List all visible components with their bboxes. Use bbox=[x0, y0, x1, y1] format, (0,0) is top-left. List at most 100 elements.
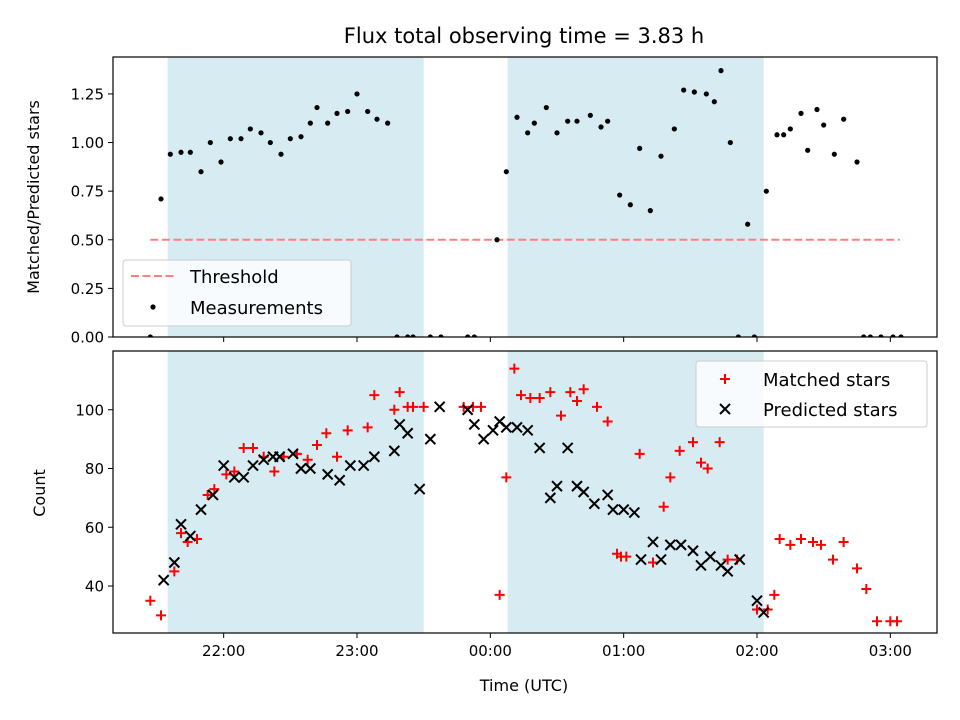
measurement-point bbox=[627, 202, 633, 208]
predicted-star-point bbox=[368, 451, 381, 463]
top-shaded-span bbox=[507, 57, 764, 337]
matched-star-point bbox=[688, 437, 698, 448]
predicted-star-point bbox=[401, 427, 414, 439]
predicted-star-point bbox=[195, 503, 207, 516]
measurement-point bbox=[598, 124, 604, 130]
bottom-y-tick-label: 40 bbox=[85, 578, 104, 596]
measurement-point bbox=[227, 136, 233, 142]
predicted-star-point bbox=[733, 553, 746, 566]
predicted-star-point bbox=[273, 451, 286, 463]
top-y-tick-label: 0.50 bbox=[71, 231, 104, 249]
predicted-star-point bbox=[551, 480, 563, 492]
predicted-star-point bbox=[664, 539, 677, 551]
predicted-star-point bbox=[647, 536, 659, 548]
predicted-star-point bbox=[468, 418, 481, 431]
matched-star-point bbox=[501, 472, 512, 483]
bottom-y-axis-label: Count bbox=[30, 469, 49, 517]
measurement-point bbox=[503, 169, 509, 175]
measurement-point bbox=[867, 334, 873, 337]
measurement-point bbox=[735, 334, 741, 337]
matched-star-point bbox=[702, 463, 713, 474]
predicted-star-point bbox=[588, 498, 601, 510]
predicted-star-point bbox=[344, 459, 357, 472]
matched-star-point bbox=[145, 595, 156, 606]
measurement-point bbox=[494, 237, 500, 243]
measurement-point bbox=[727, 139, 733, 146]
measurement-point bbox=[365, 108, 371, 115]
matched-star-point bbox=[861, 583, 872, 594]
measurement-point bbox=[258, 130, 264, 136]
measurement-point bbox=[178, 149, 184, 155]
matched-star-point bbox=[592, 401, 602, 412]
measurement-point bbox=[314, 104, 320, 111]
top-y-tick-label: 0.00 bbox=[71, 329, 104, 347]
matched-star-point bbox=[665, 472, 676, 483]
predicted-legend-label: Predicted stars bbox=[763, 400, 897, 421]
measurement-point bbox=[238, 136, 244, 142]
measurement-point bbox=[334, 110, 340, 116]
measurement-point bbox=[287, 136, 293, 142]
matched-star-point bbox=[238, 442, 249, 453]
measurement-point bbox=[890, 334, 896, 337]
measurement-point bbox=[543, 104, 549, 111]
predicted-star-point bbox=[751, 594, 763, 607]
predicted-star-point bbox=[655, 553, 667, 566]
matched-star-point bbox=[525, 393, 536, 403]
matched-star-point bbox=[872, 616, 882, 627]
measurement-point bbox=[831, 151, 837, 157]
bottom-x-tick-label: 02:00 bbox=[735, 642, 778, 660]
matched-star-point bbox=[816, 539, 826, 550]
measurement-point bbox=[531, 120, 537, 126]
matched-legend-swatch bbox=[720, 374, 730, 384]
matched-star-point bbox=[362, 422, 373, 433]
matched-star-point bbox=[722, 554, 733, 565]
bottom-shaded-span bbox=[167, 351, 424, 633]
predicted-star-point bbox=[393, 418, 406, 431]
matched-star-point bbox=[229, 466, 240, 477]
matched-star-point bbox=[516, 390, 526, 401]
threshold-legend-label: Threshold bbox=[189, 267, 279, 288]
matched-star-point bbox=[774, 534, 785, 544]
predicted-star-point bbox=[561, 442, 574, 454]
predicted-star-point bbox=[607, 503, 619, 516]
predicted-star-point bbox=[237, 471, 250, 484]
predicted-star-point bbox=[321, 468, 334, 481]
matched-star-point bbox=[176, 528, 186, 539]
top-y-axis-label: Matched/Predicted stars bbox=[24, 100, 43, 294]
matched-star-point bbox=[808, 536, 818, 547]
bottom-y-tick-label: 80 bbox=[85, 460, 104, 478]
matched-star-point bbox=[321, 428, 332, 439]
predicted-star-point bbox=[461, 404, 474, 416]
measurement-point bbox=[471, 334, 477, 337]
measurement-point bbox=[798, 110, 804, 116]
measurement-point bbox=[554, 130, 560, 136]
predicted-star-point bbox=[413, 483, 426, 495]
bottom-y-tick-label: 60 bbox=[85, 519, 104, 537]
measurement-point bbox=[841, 116, 847, 122]
matched-star-point bbox=[565, 387, 576, 398]
measurement-point bbox=[187, 149, 193, 155]
top-plot-content bbox=[147, 57, 904, 337]
predicted-star-point bbox=[168, 556, 181, 569]
predicted-star-point bbox=[217, 459, 230, 472]
predicted-star-point bbox=[424, 433, 437, 445]
matched-star-point bbox=[408, 401, 418, 412]
matched-star-point bbox=[269, 466, 280, 477]
predicted-star-point bbox=[704, 550, 717, 563]
bottom-plot-area: 40 60 80 100 22:00 23:00 00:00 01:00 02:00 03:00 M… bbox=[75, 350, 938, 660]
matched-star-point bbox=[221, 469, 232, 480]
matched-star-point bbox=[838, 536, 849, 547]
measurement-point bbox=[247, 126, 253, 132]
predicted-star-point bbox=[357, 459, 370, 472]
matched-star-point bbox=[389, 404, 400, 415]
predicted-star-point bbox=[487, 424, 499, 437]
matched-star-point bbox=[796, 534, 806, 544]
bottom-x-tick-label: 01:00 bbox=[602, 642, 645, 660]
matched-star-point bbox=[156, 610, 166, 621]
matched-star-point bbox=[648, 557, 658, 568]
predicted-star-point bbox=[207, 489, 219, 501]
measurement-point bbox=[147, 334, 153, 337]
matched-star-point bbox=[248, 442, 258, 453]
